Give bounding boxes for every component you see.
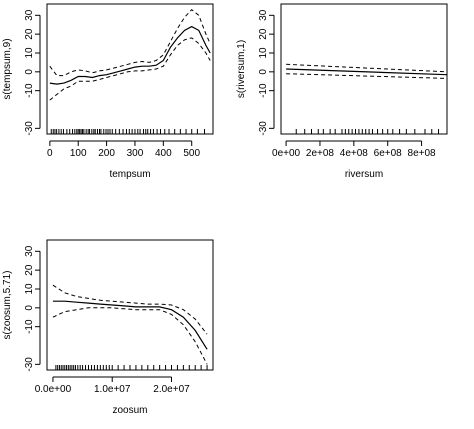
y-tick-label: 20 <box>24 264 35 276</box>
x-tick-label: 2e+08 <box>306 148 335 159</box>
x-tick-label: 8e+08 <box>408 148 437 159</box>
lower-ci-line <box>49 37 211 101</box>
x-tick-label: 0e+00 <box>272 148 301 159</box>
x-tick-label: 500 <box>183 148 200 159</box>
x-tick-label: 300 <box>127 148 144 159</box>
plot-frame <box>46 3 214 135</box>
y-tick-label: 30 <box>24 9 35 21</box>
x-axis-label: zoosum <box>112 405 147 416</box>
y-tick-label: -30 <box>24 357 35 372</box>
lower-ci-line <box>52 307 208 365</box>
y-tick-label: 20 <box>24 28 35 40</box>
y-tick-label: -30 <box>258 121 269 136</box>
plot-frame <box>280 3 448 135</box>
y-tick-label: -10 <box>24 319 35 334</box>
rug <box>50 129 205 134</box>
x-tick-label: 4e+08 <box>340 148 369 159</box>
y-tick-label: 0 <box>258 69 269 75</box>
y-tick-label: 10 <box>24 47 35 59</box>
x-tick-label: 1.0e+07 <box>94 384 131 395</box>
x-tick-label: 400 <box>155 148 172 159</box>
x-tick-label: 0.0e+00 <box>35 384 72 395</box>
x-tick-label: 6e+08 <box>374 148 403 159</box>
upper-ci-line <box>286 63 448 73</box>
y-tick-label: 10 <box>258 47 269 59</box>
plot-frame <box>46 239 214 371</box>
y-tick-label: 10 <box>24 283 35 295</box>
y-axis-label: s(zoosum,5.71) <box>2 271 13 340</box>
y-tick-label: -10 <box>24 83 35 98</box>
rug <box>295 129 440 134</box>
x-tick-label: 200 <box>98 148 115 159</box>
panel-2: 0e+00 2e+08 4e+08 6e+08 8e+08 -30 -10 0 10 20 30 ri… <box>236 3 448 180</box>
upper-ci-line <box>49 9 211 77</box>
rug <box>55 365 208 370</box>
x-axis-label: tempsum <box>109 169 150 180</box>
y-tick-label: -10 <box>258 83 269 98</box>
y-tick-label: 30 <box>24 245 35 257</box>
y-tick-label: 20 <box>258 28 269 40</box>
x-axis-label: riversum <box>345 169 383 180</box>
panel-1: 0 100 200 300 400 500 -30 -10 0 10 20 30 tempsum s(te… <box>2 3 214 180</box>
x-tick-label: 2.0e+07 <box>153 384 190 395</box>
lower-ci-line <box>286 73 448 79</box>
x-tick-label: 0 <box>47 148 53 159</box>
smooth-fit-line <box>52 300 208 350</box>
upper-ci-line <box>52 284 208 335</box>
y-tick-label: 30 <box>258 9 269 21</box>
y-axis-label: s(tempsum,9) <box>2 38 13 99</box>
y-tick-label: 0 <box>24 305 35 311</box>
x-tick-label: 100 <box>70 148 87 159</box>
panel-3: 0.0e+00 1.0e+07 2.0e+07 -30 -10 0 10 20 30 zoosum… <box>2 239 214 416</box>
y-axis-label: s(riversum,1) <box>236 40 247 98</box>
y-tick-label: -30 <box>24 121 35 136</box>
smooth-fit-line <box>49 25 211 85</box>
y-tick-label: 0 <box>24 69 35 75</box>
smooth-fit-line <box>286 68 448 76</box>
